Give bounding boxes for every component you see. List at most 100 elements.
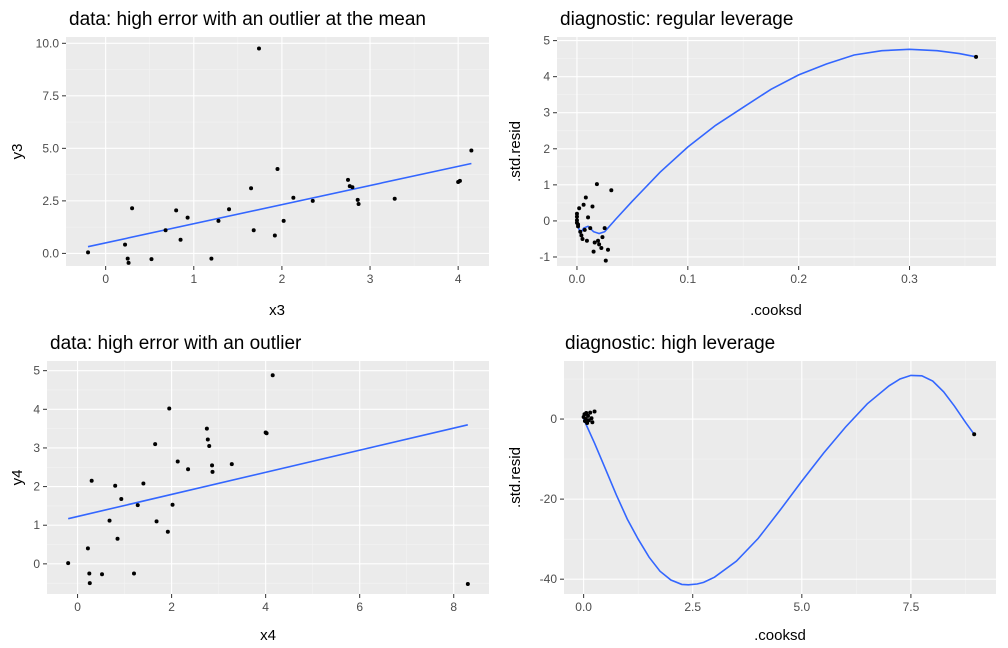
y-tick-label: 5 [33, 364, 40, 378]
y-tick-label: 10.0 [36, 36, 60, 50]
data-point [154, 519, 159, 524]
y-tick-label: 0 [33, 557, 40, 571]
x-tick-label: 0.0 [575, 600, 592, 614]
data-point [592, 240, 597, 245]
y-tick-label: 2 [543, 142, 550, 156]
x-tick-label: 0.1 [679, 272, 696, 286]
x-axis-title: .cooksd [750, 302, 802, 319]
chart-title: diagnostic: regular leverage [560, 9, 793, 30]
data-point [89, 478, 94, 483]
data-point [167, 406, 172, 411]
data-point [185, 215, 190, 220]
data-point [599, 245, 604, 250]
data-point [256, 46, 261, 51]
data-point [281, 218, 286, 223]
data-point [469, 148, 474, 153]
data-point [597, 242, 602, 247]
y-tick-label: 3 [33, 441, 40, 455]
data-point [135, 503, 140, 508]
data-point [291, 195, 296, 200]
data-point [227, 207, 232, 212]
data-point [457, 178, 462, 183]
data-point [583, 417, 588, 422]
data-point [85, 546, 90, 551]
y-tick-label: 0 [543, 214, 550, 228]
smooth-line [582, 374, 975, 586]
x-axis-title: .cooksd [754, 627, 806, 644]
y-tick-label: 5.0 [42, 141, 59, 155]
data-point [974, 54, 979, 59]
data-point [115, 536, 120, 541]
data-point [119, 496, 124, 501]
panel-background [564, 361, 996, 594]
data-point [163, 228, 168, 233]
data-point [972, 432, 977, 437]
smooth-line [87, 162, 472, 248]
y-tick-label: -40 [540, 572, 558, 586]
y-tick-label: 2.5 [42, 194, 59, 208]
data-point [591, 249, 596, 254]
data-point [596, 238, 601, 243]
x-tick-label: 0 [102, 272, 109, 286]
x-tick-label: 0 [74, 600, 81, 614]
data-point [586, 413, 590, 418]
x-tick-label: 4 [455, 272, 462, 286]
data-point [272, 233, 277, 238]
y-axis-title: y4 [9, 470, 26, 486]
panel-background [47, 361, 489, 594]
y-tick-label: -1 [539, 250, 550, 264]
x-tick-label: 5.0 [793, 600, 810, 614]
y-tick-label: 4 [33, 402, 40, 416]
data-point [350, 185, 355, 190]
data-point [574, 211, 579, 216]
data-point [588, 410, 593, 415]
data-point [465, 581, 470, 586]
y-tick-label: 1 [543, 178, 550, 192]
data-point [609, 188, 614, 193]
data-point [582, 227, 587, 232]
chart-title: diagnostic: high leverage [565, 333, 775, 354]
data-point [346, 177, 350, 182]
data-point [210, 469, 215, 474]
data-point [174, 208, 179, 213]
panel-background [557, 37, 996, 266]
data-point [229, 462, 234, 467]
data-point [149, 257, 154, 262]
x-tick-label: 0.3 [901, 272, 918, 286]
data-point [207, 444, 212, 449]
data-point [86, 250, 91, 255]
y-axis-title: .std.resid [507, 447, 524, 508]
y-tick-label: 7.5 [42, 89, 59, 103]
x-tick-label: 8 [450, 600, 457, 614]
y-tick-label: 3 [543, 106, 550, 120]
chart-panel-4: 0.0 2.5 5.0 7.5 -40 -20 0 diagnostic: high leve… [507, 333, 996, 644]
chart-panel-1: 0 1 2 3 4 0.0 2.5 5.0 7.5 10.0 data: high error wi… [9, 9, 489, 319]
data-point [126, 260, 131, 265]
data-point [589, 416, 594, 421]
data-point [87, 571, 92, 576]
panel-background [66, 37, 489, 266]
x-tick-label: 0.2 [790, 272, 807, 286]
data-point [130, 206, 135, 211]
data-point [590, 420, 595, 425]
data-point [249, 186, 254, 191]
y-axis-title: .std.resid [507, 121, 524, 182]
data-point [310, 198, 315, 203]
data-point [586, 215, 591, 220]
x-tick-label: 1 [190, 272, 197, 286]
y-axis-title: y3 [9, 144, 26, 160]
data-point [153, 442, 158, 447]
y-tick-label: -20 [540, 492, 558, 506]
data-point [602, 226, 607, 231]
data-point [186, 467, 191, 472]
data-point [141, 481, 146, 486]
data-point [580, 236, 585, 241]
data-point [205, 437, 210, 442]
data-point [355, 197, 360, 202]
data-point [583, 195, 588, 200]
y-tick-label: 4 [543, 70, 550, 84]
chart-title: data: high error with an outlier [50, 333, 302, 354]
x-axis-title: x3 [269, 302, 285, 319]
